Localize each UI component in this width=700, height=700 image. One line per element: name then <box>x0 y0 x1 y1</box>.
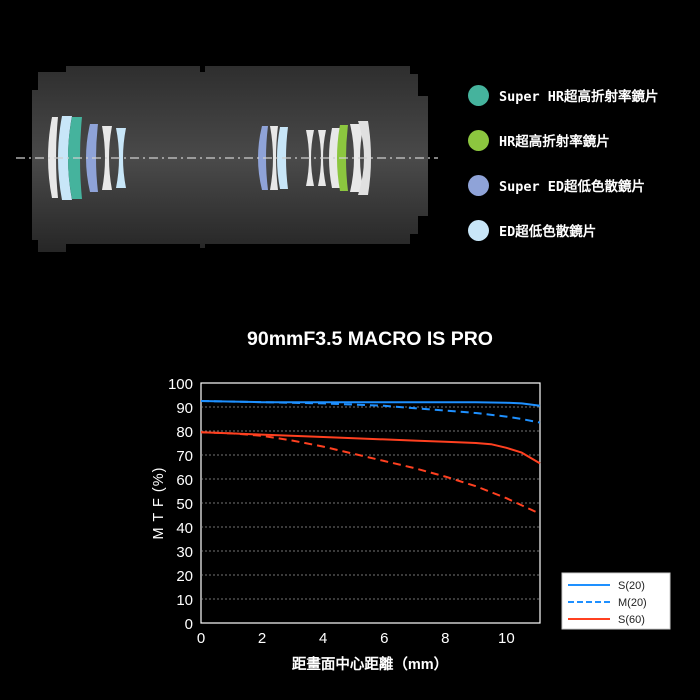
x-tick-label: 2 <box>258 630 266 647</box>
lens-element <box>58 116 72 200</box>
y-tick-label: 70 <box>176 448 193 465</box>
lens-element <box>270 126 278 190</box>
y-tick-label: 10 <box>176 592 193 609</box>
lens-cross-section-diagram <box>16 66 438 252</box>
chart-legend: S(20) M(20) S(60) <box>561 572 671 630</box>
super-ed-swatch-icon <box>468 174 489 196</box>
legend-label: HR超高折射率鏡片 <box>499 134 610 150</box>
y-tick-label: 100 <box>168 376 193 393</box>
legend-label: ED超低色散鏡片 <box>499 224 597 240</box>
y-tick-label: 0 <box>185 616 193 633</box>
y-tick-label: 30 <box>176 544 193 561</box>
series-lines <box>200 400 541 515</box>
x-tick-label: 0 <box>197 630 205 647</box>
hr-swatch-icon <box>468 129 489 151</box>
x-tick-labels: 0 2 4 6 8 10 <box>197 630 515 647</box>
lens-element <box>48 117 58 198</box>
legend-entry-label: S(20) <box>618 580 645 592</box>
lens-element-legend: Super HR超高折射率鏡片 HR超高折射率鏡片 Super ED超低色散鏡片… <box>468 84 700 264</box>
legend-label: Super HR超高折射率鏡片 <box>499 89 659 105</box>
lens-element <box>350 124 364 192</box>
legend-label: Super ED超低色散鏡片 <box>499 179 646 195</box>
x-tick-label: 8 <box>441 630 449 647</box>
y-tick-label: 20 <box>176 568 193 585</box>
y-tick-label: 50 <box>176 496 193 513</box>
y-tick-label: 40 <box>176 520 193 537</box>
legend-item-super-ed: Super ED超低色散鏡片 <box>468 174 700 196</box>
lens-barrel <box>32 66 428 252</box>
mtf-chart: 0 10 20 30 40 50 60 70 80 90 100 0 2 4 6 8 10 M T F (%)… <box>151 376 671 673</box>
chart-title: 90mmF3.5 MACRO IS PRO <box>247 328 493 350</box>
legend-entry-label: S(60) <box>618 614 645 626</box>
series-line <box>200 400 541 424</box>
lens-element <box>116 128 126 188</box>
y-tick-label: 60 <box>176 472 193 489</box>
grid <box>201 406 540 600</box>
legend-item-hr: HR超高折射率鏡片 <box>468 129 700 151</box>
y-tick-labels: 0 10 20 30 40 50 60 70 80 90 100 <box>168 376 193 633</box>
x-tick-label: 6 <box>380 630 388 647</box>
legend-entry-label: M(20) <box>618 597 647 609</box>
x-axis-label: 距畫面中心距離（mm） <box>292 655 448 673</box>
x-tick-label: 4 <box>319 630 327 647</box>
x-tick-label: 10 <box>498 630 515 647</box>
y-tick-label: 80 <box>176 424 193 441</box>
ed-swatch-icon <box>468 219 489 241</box>
series-line <box>200 431 541 515</box>
legend-item-super-hr: Super HR超高折射率鏡片 <box>468 84 700 106</box>
super-hr-swatch-icon <box>468 84 489 106</box>
y-tick-label: 90 <box>176 400 193 417</box>
y-axis-label: M T F (%) <box>151 467 167 540</box>
legend-item-ed: ED超低色散鏡片 <box>468 219 700 241</box>
